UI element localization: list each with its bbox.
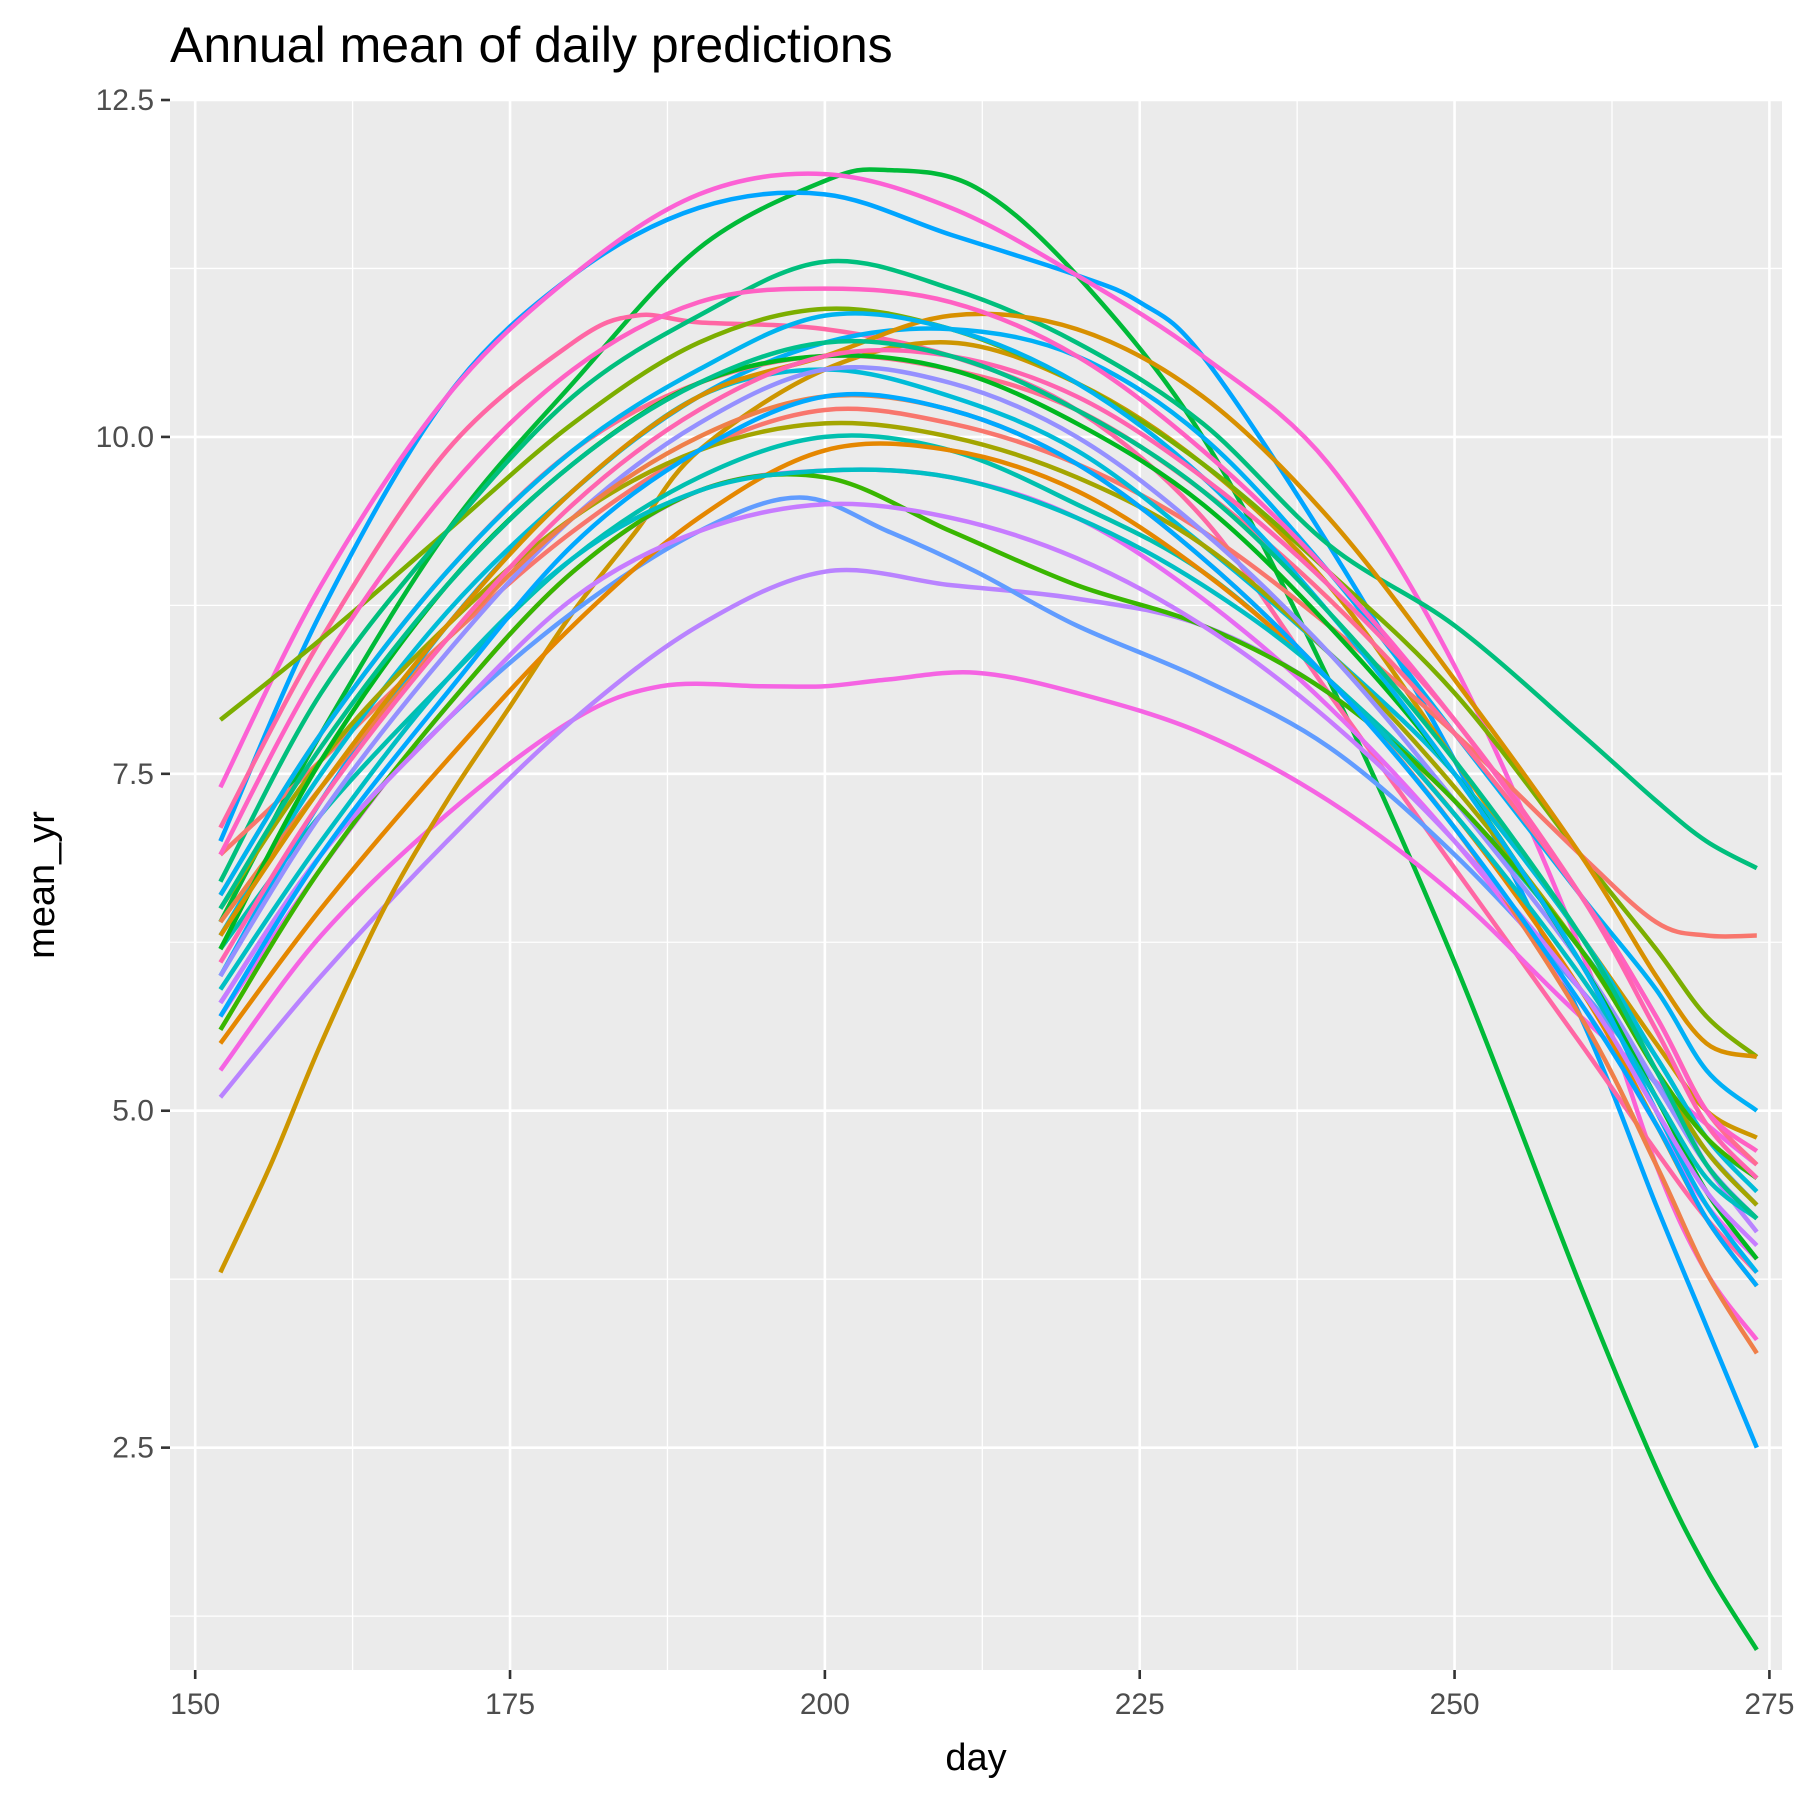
series-line-29 [218,347,1759,1180]
x-axis-title: day [945,1737,1006,1779]
x-tick-label: 275 [1744,1688,1794,1721]
x-tick-label: 175 [485,1688,535,1721]
series-line-24 [218,467,1759,1221]
y-tick-label: 5.0 [112,1095,154,1128]
major-gridlines [170,98,1782,1670]
series-line-27 [218,501,1759,1248]
x-tick-label: 250 [1430,1688,1480,1721]
y-axis-title: mean_yr [21,811,63,959]
y-tick-label: 7.5 [112,758,154,791]
series-line-30 [218,338,1759,1221]
y-tick-label: 2.5 [112,1432,154,1465]
x-axis: 150 175 200 225 250 275 [170,1670,1794,1721]
series-line-26 [218,311,1759,1274]
y-axis: 2.5 5.0 7.5 10.0 12.5 [96,84,170,1465]
series-line-23 [218,311,1758,1060]
series-lines [218,167,1759,1651]
series-line-5 [218,670,1759,1167]
y-tick-label: 10.0 [96,421,154,454]
chart-title: Annual mean of daily predictions [170,17,893,73]
series-line-22 [218,472,1759,1180]
x-tick-label: 225 [1115,1688,1165,1721]
y-tick-label: 12.5 [96,84,154,117]
x-tick-label: 200 [800,1688,850,1721]
series-line-28 [218,391,1759,1288]
series-line-17 [218,441,1759,1288]
x-tick-label: 150 [170,1688,220,1721]
